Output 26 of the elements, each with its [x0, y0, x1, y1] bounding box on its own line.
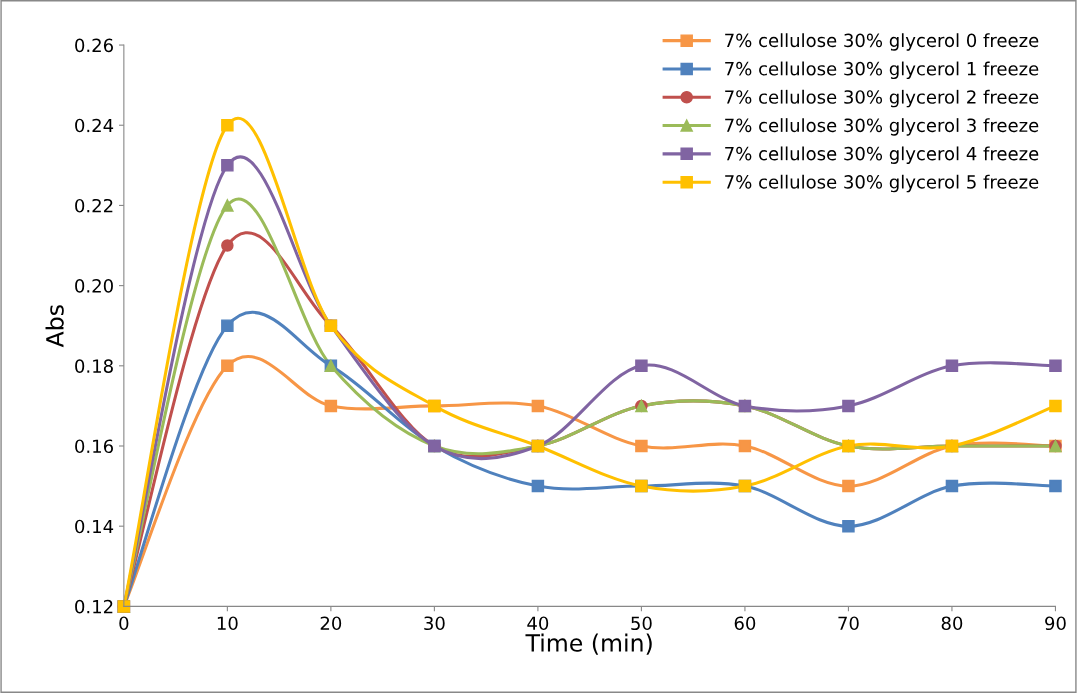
x-tick-label: 80	[941, 616, 963, 631]
x-tick-label: 90	[1045, 616, 1066, 631]
y-tick-label: 0.26	[75, 38, 113, 53]
x-tick-label: 20	[320, 616, 342, 631]
legend-label: 7% cellulose 30% glycerol 3 freeze	[725, 118, 1039, 136]
legend-label: 7% cellulose 30% glycerol 5 freeze	[725, 174, 1039, 193]
x-tick-label: 40	[527, 616, 549, 631]
y-tick-label: 0.16	[75, 439, 113, 454]
legend-label: 7% cellulose 30% glycerol 2 freeze	[725, 89, 1039, 108]
x-tick-label: 50	[631, 616, 652, 631]
y-axis-title: Abs	[45, 305, 64, 348]
legend-label: 7% cellulose 30% glycerol 0 freeze	[725, 33, 1039, 51]
y-tick-label: 0.12	[75, 599, 113, 614]
y-tick-label: 0.14	[75, 519, 114, 534]
y-tick-label: 0.18	[75, 359, 113, 373]
x-axis-title: Time (min)	[525, 633, 652, 655]
y-tick-label: 0.20	[75, 279, 113, 293]
legend-label: 7% cellulose 30% glycerol 4 freeze	[725, 146, 1039, 164]
x-tick-label: 70	[838, 616, 859, 631]
x-tick-label: 30	[424, 616, 445, 631]
legend-label: 7% cellulose 30% glycerol 1 freeze	[725, 61, 1039, 80]
y-tick-label: 0.22	[75, 198, 113, 213]
x-tick-label: 10	[217, 616, 238, 631]
x-tick-label: 60	[734, 616, 756, 631]
x-tick-label: 0	[119, 616, 129, 631]
y-tick-label: 0.24	[75, 118, 114, 133]
